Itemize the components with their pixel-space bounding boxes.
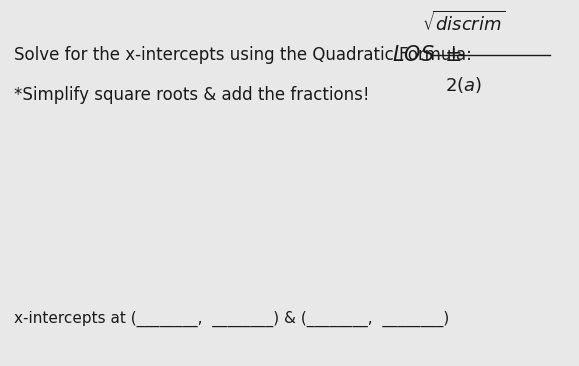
Text: $2(a)$: $2(a)$ <box>445 75 482 95</box>
Text: *Simplify square roots & add the fractions!: *Simplify square roots & add the fractio… <box>14 86 369 104</box>
Text: $LOS\ \pm$: $LOS\ \pm$ <box>391 45 461 65</box>
Text: x-intercepts at (________,  ________) & (________,  ________): x-intercepts at (________, ________) & (… <box>14 311 449 327</box>
Text: Solve for the x-intercepts using the Quadratic Formula:: Solve for the x-intercepts using the Qua… <box>14 46 472 64</box>
Text: $\sqrt{discrim}$: $\sqrt{discrim}$ <box>422 11 505 35</box>
